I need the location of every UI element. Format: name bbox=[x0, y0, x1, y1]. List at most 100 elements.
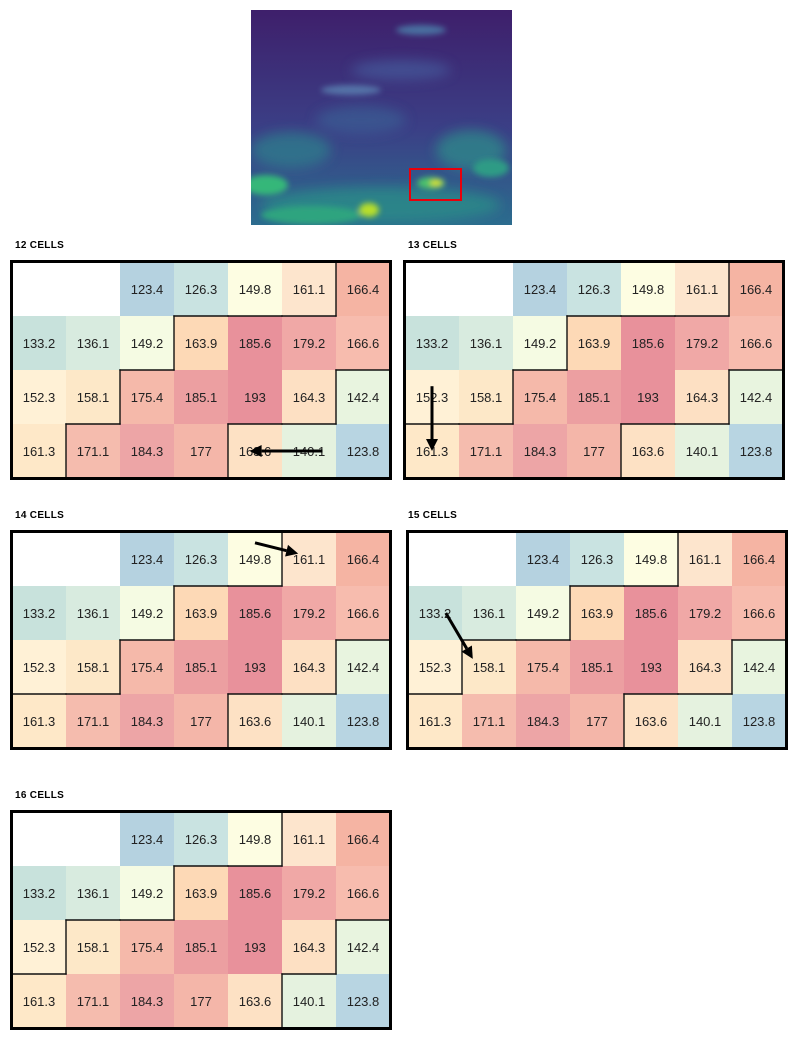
cell-value: 164.3 bbox=[293, 940, 326, 955]
grid-cell bbox=[570, 532, 624, 586]
grid-cell bbox=[621, 316, 675, 370]
cell-value: 175.4 bbox=[131, 660, 164, 675]
grid-cell bbox=[12, 920, 66, 974]
grid-cell bbox=[174, 920, 228, 974]
cell-value: 149.2 bbox=[131, 886, 164, 901]
grid-cell bbox=[513, 370, 567, 424]
grid-cell bbox=[567, 262, 621, 316]
cell-value: 163.6 bbox=[632, 444, 665, 459]
cell-value: 193 bbox=[637, 390, 659, 405]
grid-cell bbox=[120, 812, 174, 866]
grid-cell bbox=[732, 640, 786, 694]
cell-value: 133.2 bbox=[416, 336, 449, 351]
cell-value: 163.9 bbox=[581, 606, 614, 621]
grid-cell bbox=[408, 640, 462, 694]
cell-value: 140.1 bbox=[686, 444, 719, 459]
cell-value: 136.1 bbox=[77, 336, 110, 351]
cell-value: 123.8 bbox=[740, 444, 773, 459]
grid-panel-15-cells: 123.4 126.3 149.8 161.1 166.4 133.2 136.1 149.2… bbox=[406, 530, 788, 750]
cell-value: 126.3 bbox=[581, 552, 614, 567]
cell-value: 185.6 bbox=[239, 606, 272, 621]
cell-value: 164.3 bbox=[689, 660, 722, 675]
grid-cell bbox=[282, 316, 336, 370]
cell-value: 152.3 bbox=[23, 390, 56, 405]
cell-value: 185.1 bbox=[185, 660, 218, 675]
cell-value: 184.3 bbox=[131, 444, 164, 459]
cell-value: 149.8 bbox=[632, 282, 665, 297]
cell-value: 123.4 bbox=[131, 552, 164, 567]
grid-cell bbox=[462, 694, 516, 748]
grid-cell bbox=[228, 866, 282, 920]
arrow-head bbox=[285, 544, 299, 557]
panel-title-14: 14 CELLS bbox=[15, 510, 65, 521]
cell-value: 161.1 bbox=[689, 552, 722, 567]
grid-cell bbox=[66, 640, 120, 694]
cell-value: 184.3 bbox=[131, 714, 164, 729]
grid-cell bbox=[120, 532, 174, 586]
grid-panel-13-cells: 123.4 126.3 149.8 161.1 166.4 133.2 136.1 149.2… bbox=[403, 260, 785, 480]
grid-cell bbox=[282, 694, 336, 748]
cell-value: 149.8 bbox=[239, 832, 272, 847]
cell-value: 149.2 bbox=[131, 606, 164, 621]
cell-value: 140.1 bbox=[293, 994, 326, 1009]
grid-cell bbox=[408, 586, 462, 640]
grid-cell bbox=[174, 812, 228, 866]
cell-value: 158.1 bbox=[77, 940, 110, 955]
cell-value: 184.3 bbox=[527, 714, 560, 729]
cell-value: 133.2 bbox=[23, 886, 56, 901]
cell-value: 152.3 bbox=[23, 940, 56, 955]
grid-cell bbox=[570, 694, 624, 748]
cell-value: 193 bbox=[640, 660, 662, 675]
arrow-shaft bbox=[254, 541, 287, 553]
cell-value: 123.4 bbox=[524, 282, 557, 297]
grid-cell bbox=[513, 262, 567, 316]
grid-cell bbox=[624, 532, 678, 586]
grid-cell bbox=[66, 370, 120, 424]
grid-cell bbox=[336, 586, 390, 640]
cell-value: 175.4 bbox=[524, 390, 557, 405]
cell-value: 184.3 bbox=[131, 994, 164, 1009]
grid-cell bbox=[66, 586, 120, 640]
grid-cell bbox=[678, 694, 732, 748]
cell-value: 140.1 bbox=[689, 714, 722, 729]
grid-cell bbox=[336, 316, 390, 370]
cell-value: 179.2 bbox=[686, 336, 719, 351]
grid-cell bbox=[12, 316, 66, 370]
grid-cell bbox=[732, 694, 786, 748]
cell-value: 177 bbox=[583, 444, 605, 459]
cell-value: 158.1 bbox=[77, 660, 110, 675]
grid-cell bbox=[729, 316, 783, 370]
grid-cell bbox=[174, 316, 228, 370]
cell-value: 166.4 bbox=[743, 552, 776, 567]
cell-value: 161.1 bbox=[293, 282, 326, 297]
grid-cell bbox=[336, 920, 390, 974]
cell-value: 166.6 bbox=[347, 606, 380, 621]
cell-value: 149.2 bbox=[524, 336, 557, 351]
cell-value: 149.2 bbox=[527, 606, 560, 621]
cell-value: 133.2 bbox=[419, 606, 452, 621]
cell-value: 123.8 bbox=[347, 444, 380, 459]
cell-value: 185.6 bbox=[239, 886, 272, 901]
grid-cell bbox=[516, 640, 570, 694]
grid-cell bbox=[282, 532, 336, 586]
grid-cell bbox=[66, 920, 120, 974]
grid-cell bbox=[405, 316, 459, 370]
grid-cell bbox=[624, 694, 678, 748]
cell-value: 161.1 bbox=[293, 832, 326, 847]
grid-cell bbox=[570, 586, 624, 640]
panel-frame bbox=[406, 530, 788, 750]
grid-cell bbox=[621, 370, 675, 424]
cell-value: 166.4 bbox=[347, 282, 380, 297]
cell-value: 185.1 bbox=[578, 390, 611, 405]
cell-value: 177 bbox=[586, 714, 608, 729]
grid-cell bbox=[174, 974, 228, 1028]
cell-value: 142.4 bbox=[347, 390, 380, 405]
grid-cell bbox=[567, 424, 621, 478]
cell-value: 171.1 bbox=[77, 444, 110, 459]
grid-cell bbox=[66, 974, 120, 1028]
grid-cell bbox=[678, 532, 732, 586]
grid-cell bbox=[282, 812, 336, 866]
cell-value: 163.6 bbox=[239, 994, 272, 1009]
cell-value: 179.2 bbox=[689, 606, 722, 621]
cell-value: 123.4 bbox=[131, 282, 164, 297]
